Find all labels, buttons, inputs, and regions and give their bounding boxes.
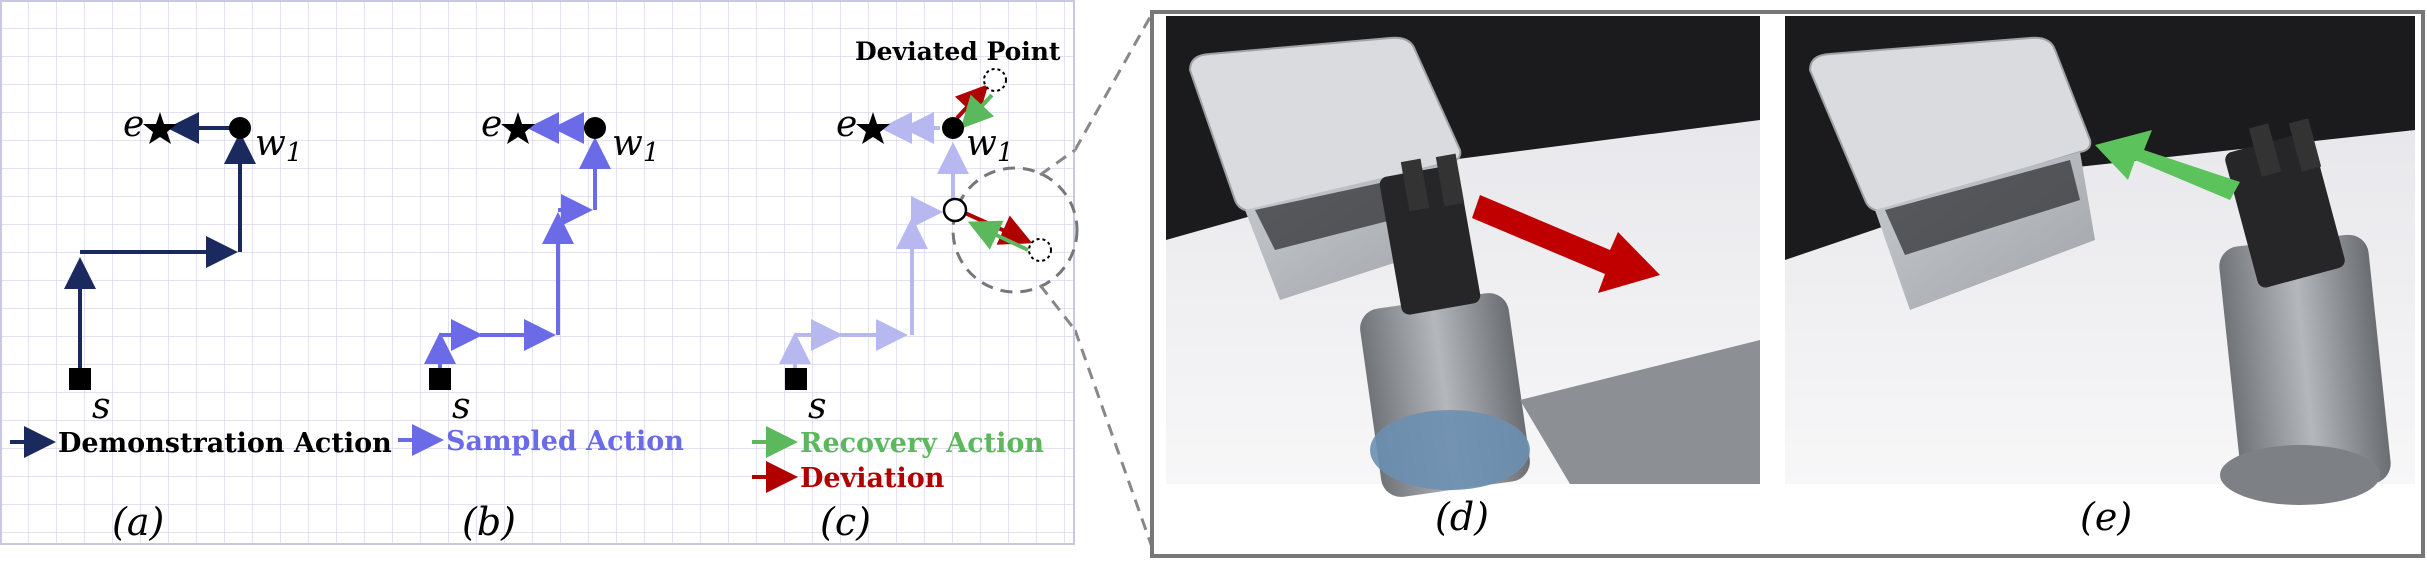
photo-e — [1785, 16, 2415, 505]
end-label: e — [836, 104, 857, 145]
end-label: e — [481, 104, 502, 145]
waypoint-label: w — [255, 123, 286, 164]
waypoint-label: w — [612, 123, 643, 164]
robot-joint-cap — [1370, 410, 1530, 490]
waypoint-label: w — [966, 123, 997, 164]
diagram-svg: e w1 s Demonstration Action (a) e w1 s S… — [0, 0, 1079, 545]
start-label: s — [452, 386, 470, 427]
end-star — [856, 112, 890, 144]
svg-text:w1: w1 — [612, 123, 659, 168]
start-square — [69, 368, 91, 390]
diagram-panels: e w1 s Demonstration Action (a) e w1 s S… — [0, 0, 1080, 563]
start-label: s — [92, 386, 110, 427]
panel-a: e w1 s Demonstration Action (a) — [10, 104, 392, 544]
robot-arm-wrist — [2219, 234, 2391, 496]
start-square — [429, 368, 451, 390]
caption-c: (c) — [820, 500, 871, 544]
zoom-connector-top — [1039, 148, 1076, 177]
waypoint-dot — [584, 117, 606, 139]
start-label: s — [808, 386, 826, 427]
end-star — [501, 112, 535, 144]
deviation-direction-arrow — [1472, 195, 1660, 293]
legend-recovery: Recovery Action — [800, 428, 1044, 459]
caption-b: (b) — [462, 500, 516, 544]
end-label: e — [123, 104, 144, 145]
waypoint-subscript: 1 — [643, 138, 660, 168]
legend-deviation: Deviation — [800, 463, 945, 494]
deviated-point-top — [983, 68, 1007, 92]
gripper-finger-right — [2288, 118, 2322, 172]
gripper-finger-left — [2248, 123, 2282, 177]
recovery-arrow-circle — [967, 220, 1029, 252]
grid-background — [0, 0, 1075, 545]
deviated-point-label: Deviated Point — [855, 37, 1061, 66]
photo-frame: (d) (e) — [1150, 10, 2425, 558]
gripper-finger-left — [1400, 158, 1430, 212]
waypoint-dot — [942, 117, 964, 139]
photo-d — [1166, 16, 1760, 497]
zoom-circle — [951, 166, 1079, 294]
robot-arm-base — [2220, 445, 2380, 505]
connector-to-frame-bottom — [1075, 329, 1155, 551]
panel-b: e w1 s Sampled Action (b) — [398, 104, 684, 544]
waypoint-dot — [229, 117, 251, 139]
waypoint-subscript: 1 — [286, 138, 303, 168]
deviated-point-circle — [1028, 238, 1052, 262]
recovery-arrow-top — [960, 93, 995, 129]
robot-arm-link — [1520, 340, 1760, 484]
svg-text:w1: w1 — [966, 123, 1013, 168]
caption-d: (d) — [1435, 495, 1489, 539]
panel-c: Deviated Point e w1 s Recovery Action De… — [752, 37, 1079, 544]
legend-sampled: Sampled Action — [446, 426, 684, 457]
zoom-connector-bottom — [1038, 284, 1077, 331]
sample-point — [942, 197, 968, 223]
end-star — [143, 112, 177, 144]
photo-frame-svg: (d) (e) — [1150, 10, 2425, 558]
grid-border — [0, 0, 1075, 545]
connector-to-frame-top — [1075, 11, 1155, 151]
gripper-finger-right — [1435, 153, 1465, 207]
waypoint-subscript: 1 — [997, 138, 1014, 168]
caption-e: (e) — [2080, 495, 2132, 539]
bin-opening — [1885, 160, 2080, 255]
legend-demonstration: Demonstration Action — [58, 428, 392, 459]
start-square — [785, 368, 807, 390]
svg-text:w1: w1 — [255, 123, 302, 168]
gripper — [2225, 132, 2345, 288]
gap-connectors — [1075, 11, 1155, 551]
recovery-direction-arrow — [2095, 130, 2240, 200]
caption-a: (a) — [112, 500, 164, 544]
